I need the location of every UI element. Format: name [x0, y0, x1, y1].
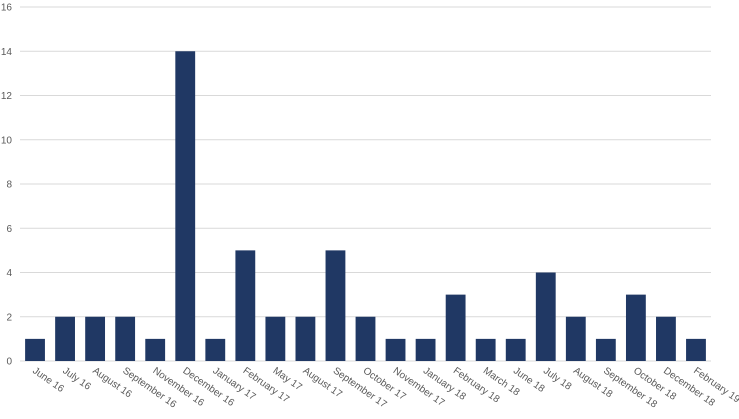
y-tick-label: 6	[6, 224, 12, 235]
x-tick-label: June 16	[30, 365, 66, 395]
y-tick-label: 8	[6, 180, 12, 191]
y-tick-label: 0	[6, 357, 12, 368]
bar	[85, 316, 106, 361]
bar	[385, 338, 406, 361]
bar	[25, 338, 45, 361]
bar	[175, 51, 196, 361]
bar	[295, 316, 316, 361]
bar	[686, 338, 706, 361]
x-tick-label: July 16	[60, 365, 93, 392]
bar	[535, 272, 556, 361]
y-tick-label: 14	[1, 47, 13, 58]
y-tick-label: 2	[6, 312, 12, 323]
bar	[355, 316, 376, 361]
bar	[115, 316, 136, 361]
y-tick-label: 16	[1, 3, 13, 14]
bar	[205, 338, 226, 361]
y-tick-label: 12	[1, 91, 13, 102]
bar	[565, 316, 586, 361]
bar	[265, 316, 286, 361]
bar	[505, 338, 526, 361]
bar	[55, 316, 75, 361]
y-tick-label: 4	[6, 268, 12, 279]
bar	[625, 294, 646, 361]
bar	[235, 250, 256, 361]
x-tick-label: July 18	[541, 365, 574, 392]
y-tick-label: 10	[1, 135, 13, 146]
bar	[325, 250, 346, 361]
bar	[475, 338, 496, 361]
bar	[656, 316, 676, 361]
bar	[145, 338, 166, 361]
bar	[415, 338, 436, 361]
bar	[595, 338, 616, 361]
bar	[445, 294, 466, 361]
